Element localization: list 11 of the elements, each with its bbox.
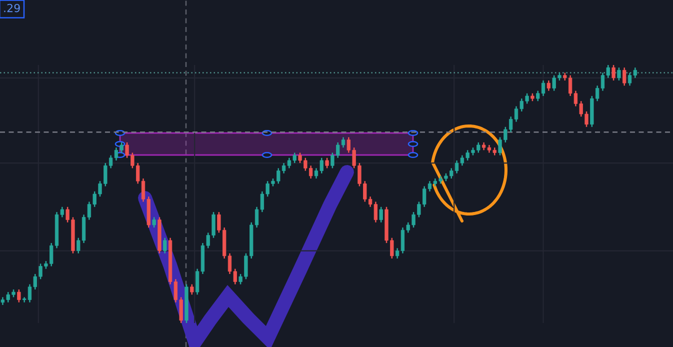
candlestick bbox=[17, 288, 21, 303]
candlestick bbox=[379, 206, 383, 224]
candlestick bbox=[546, 80, 550, 92]
candlestick bbox=[190, 284, 194, 296]
candlestick bbox=[163, 237, 167, 254]
candlestick bbox=[617, 66, 621, 82]
candlestick bbox=[325, 157, 329, 169]
text: .29 bbox=[4, 4, 20, 12]
candlestick bbox=[622, 66, 626, 86]
candlestick bbox=[612, 65, 616, 82]
candlestick bbox=[152, 216, 156, 228]
